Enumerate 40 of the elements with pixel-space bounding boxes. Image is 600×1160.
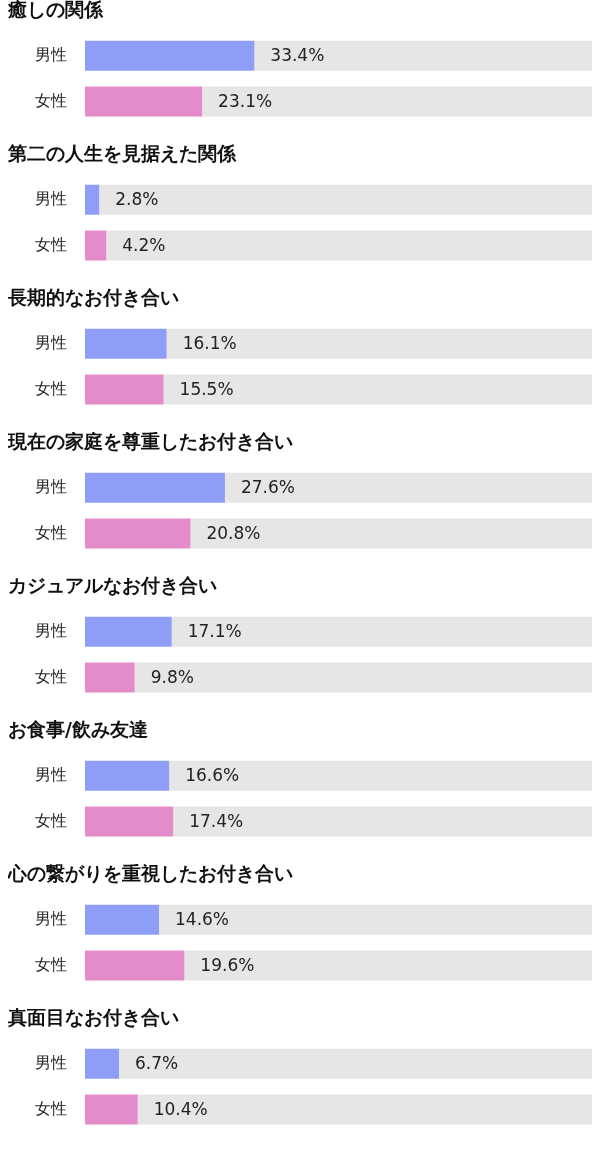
- y-tick-label: 女性: [35, 90, 67, 110]
- y-tick-label: 女性: [35, 522, 67, 542]
- y-tick-label: 女性: [35, 1098, 67, 1118]
- y-tick-label: 女性: [35, 234, 67, 254]
- y-tick-label: 女性: [35, 378, 67, 398]
- y-tick-label: 女性: [35, 954, 67, 974]
- data-label: 6.7%: [134, 1053, 179, 1074]
- y-tick-label: 男性: [35, 620, 67, 640]
- data-label: 16.6%: [185, 765, 240, 786]
- y-tick-label: 男性: [35, 476, 67, 496]
- chart-title: カジュアルなお付き合い: [8, 574, 217, 597]
- data-label: 33.4%: [270, 45, 325, 66]
- data-label: 17.1%: [187, 621, 242, 642]
- data-label: 10.4%: [153, 1098, 208, 1119]
- y-tick-label: 男性: [35, 188, 67, 208]
- chart-title: 第二の人生を見据えた関係: [7, 142, 237, 165]
- chart-title: 真面目なお付き合い: [7, 1006, 179, 1029]
- data-label: 4.2%: [122, 234, 166, 255]
- data-label: 14.6%: [175, 909, 230, 930]
- chart-title: 心の繋がりを重視したお付き合い: [7, 862, 293, 885]
- y-tick-label: 男性: [35, 44, 67, 64]
- y-tick-label: 男性: [35, 908, 67, 928]
- y-tick-label: 男性: [35, 332, 67, 352]
- chart-title: 長期的なお付き合い: [7, 286, 179, 309]
- chart-title: お食事/飲み友達: [8, 718, 148, 741]
- data-label: 23.1%: [218, 90, 273, 111]
- y-tick-label: 女性: [35, 810, 67, 830]
- y-tick-label: 男性: [35, 1052, 67, 1072]
- data-label: 19.6%: [200, 954, 255, 975]
- data-label: 16.1%: [182, 333, 237, 354]
- data-label: 2.8%: [115, 189, 159, 210]
- chart-title: 現在の家庭を尊重したお付き合い: [7, 430, 293, 453]
- y-tick-label: 男性: [35, 764, 67, 784]
- data-label: 20.8%: [206, 522, 261, 543]
- data-label: 15.5%: [179, 378, 234, 399]
- data-label: 17.4%: [189, 810, 244, 831]
- data-label: 27.6%: [240, 477, 295, 498]
- y-tick-label: 女性: [35, 666, 67, 686]
- chart-title: 癒しの関係: [7, 0, 104, 21]
- data-label: 9.8%: [150, 666, 194, 687]
